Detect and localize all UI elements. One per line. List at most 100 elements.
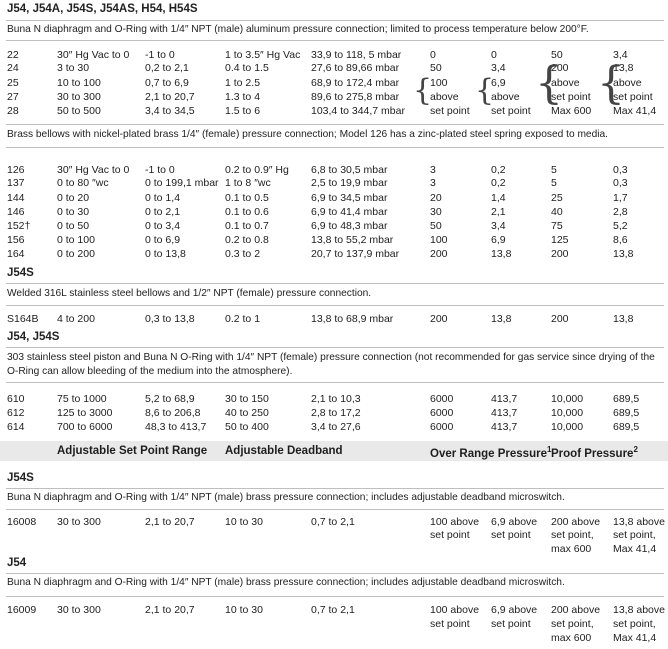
proof-bar: 13,8 above bbox=[613, 604, 665, 616]
proof-bar: 8,6 bbox=[613, 234, 628, 246]
section-header-j54s-microswitch: J54S bbox=[7, 472, 34, 484]
over-range-bar-note: set point bbox=[491, 529, 531, 541]
column-header-proof-label: Proof Pressure bbox=[551, 447, 634, 460]
proof-bar: 13,8 bbox=[613, 313, 634, 325]
over-range-bar: 13,8 bbox=[491, 248, 512, 260]
set-point-psi: 30 to 300 bbox=[57, 604, 101, 616]
column-header-band bbox=[0, 441, 668, 461]
deadband-psi: 0.3 to 2 bbox=[225, 248, 261, 260]
proof-bar: 13,8 bbox=[613, 62, 634, 74]
section-note-piston: 303 stainless steel piston and Buna N O-… bbox=[7, 352, 655, 377]
proof-psi: above bbox=[551, 77, 580, 89]
divider bbox=[6, 596, 664, 597]
proof-bar: above bbox=[613, 77, 642, 89]
deadband-bar: 89,6 to 275,8 mbar bbox=[311, 91, 400, 103]
proof-bar: 689,5 bbox=[613, 393, 640, 405]
set-point-psi: 30″ Hg Vac to 0 bbox=[57, 164, 130, 176]
set-point-bar: -1 to 0 bbox=[145, 49, 175, 61]
proof-psi: 10,000 bbox=[551, 407, 584, 419]
deadband-psi: 0.2 to 0.8 bbox=[225, 234, 269, 246]
section-note-microswitch: Buna N diaphragm and O-Ring with 1/4″ NP… bbox=[7, 492, 565, 503]
deadband-psi: 1 to 3.5″ Hg Vac bbox=[225, 49, 301, 61]
set-point-bar: 2,1 to 20,7 bbox=[145, 91, 195, 103]
model-number: 144 bbox=[7, 192, 25, 204]
deadband-bar: 33,9 to 118, 5 mbar bbox=[311, 49, 402, 61]
proof-psi: Max 600 bbox=[551, 105, 592, 117]
over-range-psi: 100 above bbox=[430, 516, 480, 528]
model-number: 16009 bbox=[7, 604, 37, 616]
over-range-bar: above bbox=[491, 91, 520, 103]
over-range-psi: 6000 bbox=[430, 421, 454, 433]
set-point-psi: 0 to 200 bbox=[57, 248, 95, 260]
set-point-psi: 75 to 1000 bbox=[57, 393, 107, 405]
column-header-set-point: Adjustable Set Point Range bbox=[57, 445, 208, 457]
set-point-psi: 50 to 500 bbox=[57, 105, 101, 117]
set-point-psi: 700 to 6000 bbox=[57, 421, 113, 433]
proof-psi: 10,000 bbox=[551, 393, 584, 405]
footnote-marker: 2 bbox=[633, 445, 638, 454]
set-point-psi: 125 to 3000 bbox=[57, 407, 113, 419]
proof-bar: 0,3 bbox=[613, 177, 628, 189]
set-point-psi: 30″ Hg Vac to 0 bbox=[57, 49, 130, 61]
model-number: 612 bbox=[7, 407, 25, 419]
over-range-bar: set point bbox=[491, 105, 531, 117]
deadband-psi: 1.5 to 6 bbox=[225, 105, 261, 117]
over-range-bar: 0,2 bbox=[491, 164, 506, 176]
deadband-psi: 0.2 to 0.9″ Hg bbox=[225, 164, 289, 176]
set-point-bar: 0,7 to 6,9 bbox=[145, 77, 189, 89]
set-point-psi: 3 to 30 bbox=[57, 62, 90, 74]
proof-psi: set point bbox=[551, 91, 591, 103]
set-point-psi: 0 to 30 bbox=[57, 206, 90, 218]
proof-psi: 25 bbox=[551, 192, 563, 204]
proof-psi: 50 bbox=[551, 49, 563, 61]
proof-psi-max: max 600 bbox=[551, 543, 592, 555]
over-range-bar: 6,9 above bbox=[491, 516, 538, 528]
set-point-bar: 0 to 1,4 bbox=[145, 192, 181, 204]
deadband-psi: 40 to 250 bbox=[225, 407, 269, 419]
over-range-bar: 3,4 bbox=[491, 62, 506, 74]
over-range-psi: 200 bbox=[430, 313, 448, 325]
model-number: 610 bbox=[7, 393, 25, 405]
over-range-psi: 200 bbox=[430, 248, 448, 260]
over-range-bar: 0 bbox=[491, 49, 497, 61]
proof-bar-max: Max 41,4 bbox=[613, 543, 657, 555]
set-point-bar: 0 to 6,9 bbox=[145, 234, 181, 246]
proof-psi: 200 above bbox=[551, 604, 601, 616]
divider bbox=[6, 573, 664, 574]
section-note-brass-bellows: Brass bellows with nickel-plated brass 1… bbox=[7, 129, 609, 140]
model-number: 28 bbox=[7, 105, 19, 117]
set-point-bar: -1 to 0 bbox=[145, 164, 175, 176]
over-range-bar: 6,9 above bbox=[491, 604, 538, 616]
set-point-psi: 0 to 20 bbox=[57, 192, 90, 204]
footnote-marker: 1 bbox=[546, 445, 552, 454]
section-note-welded-bellows: Welded 316L stainless steel bellows and … bbox=[7, 288, 372, 299]
model-number: 164 bbox=[7, 248, 25, 260]
divider bbox=[6, 40, 664, 41]
proof-bar: 689,5 bbox=[613, 407, 640, 419]
set-point-bar: 3,4 to 34,5 bbox=[145, 105, 195, 117]
over-range-psi: set point bbox=[430, 105, 470, 117]
left-brace-icon: { bbox=[413, 73, 433, 108]
over-range-psi: 3 bbox=[430, 177, 436, 189]
proof-bar: 13,8 bbox=[613, 248, 634, 260]
proof-psi-max: max 600 bbox=[551, 632, 592, 644]
left-brace-icon: { bbox=[535, 58, 563, 109]
model-number: 126 bbox=[7, 164, 25, 176]
proof-psi: 200 bbox=[551, 62, 569, 74]
proof-psi-note: set point, bbox=[551, 529, 594, 541]
over-range-psi: above bbox=[430, 91, 459, 103]
set-point-psi: 0 to 80 ″wc bbox=[57, 177, 109, 189]
divider bbox=[6, 382, 664, 383]
model-number: 137 bbox=[7, 177, 25, 189]
model-number: 24 bbox=[7, 62, 19, 74]
divider bbox=[6, 147, 664, 148]
section-note-aluminum: Buna N diaphragm and O-Ring with 1/4″ NP… bbox=[7, 24, 589, 35]
proof-bar-note: set point, bbox=[613, 529, 656, 541]
proof-bar: set point bbox=[613, 91, 653, 103]
over-range-bar: 413,7 bbox=[491, 421, 518, 433]
deadband-bar: 13,8 to 68,9 mbar bbox=[311, 313, 394, 325]
deadband-bar: 2,5 to 19,9 mbar bbox=[311, 177, 388, 189]
deadband-bar: 103,4 to 344,7 mbar bbox=[311, 105, 405, 117]
model-number: 25 bbox=[7, 77, 19, 89]
model-number: 146 bbox=[7, 206, 25, 218]
